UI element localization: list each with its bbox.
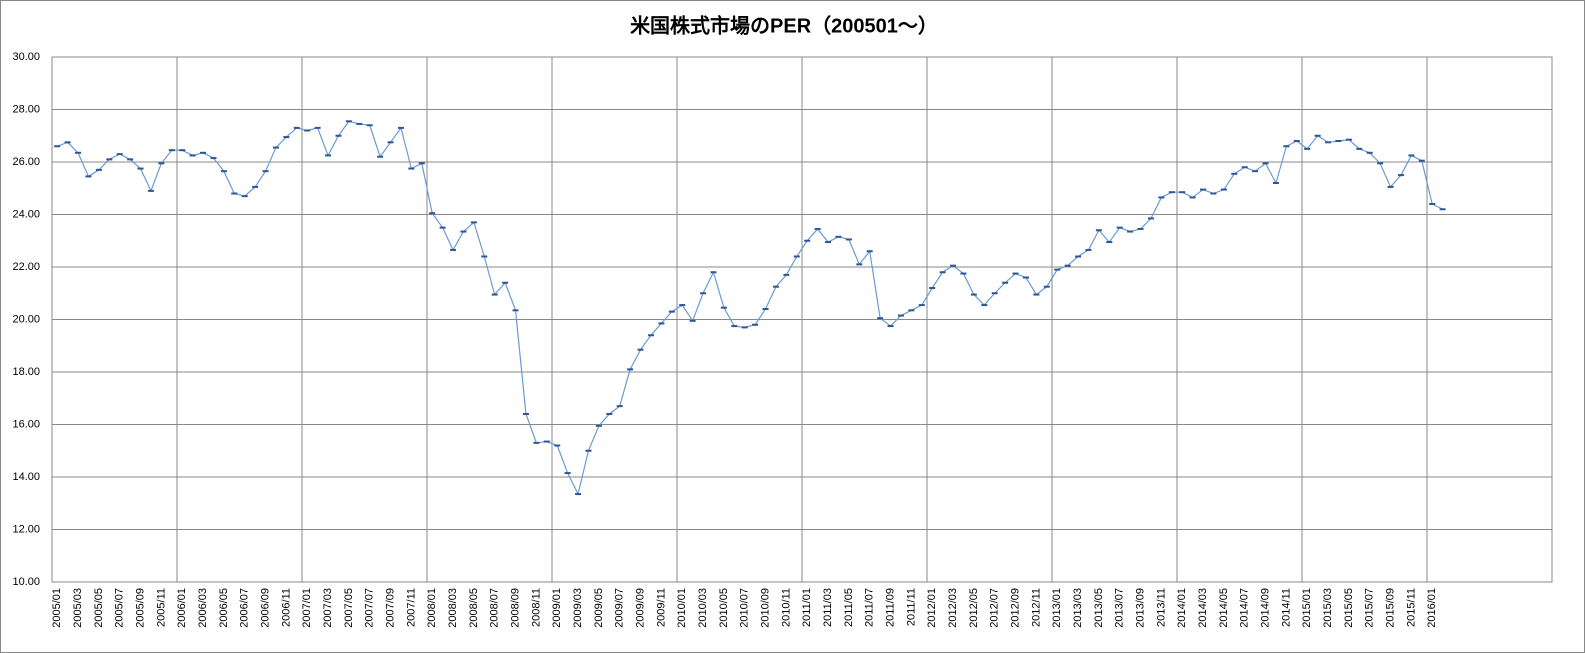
x-tick-label: 2013/11 (1155, 588, 1167, 627)
y-tick-label: 22.00 (12, 261, 40, 273)
y-tick-label: 16.00 (12, 418, 40, 430)
x-tick-label: 2006/03 (197, 588, 209, 628)
x-tick-label: 2015/01 (1301, 588, 1313, 628)
x-tick-label: 2008/03 (447, 588, 459, 628)
x-tick-label: 2007/03 (322, 588, 334, 628)
x-tick-label: 2015/07 (1364, 588, 1376, 628)
x-tick-label: 2006/11 (280, 588, 292, 627)
x-tick-label: 2010/03 (697, 588, 709, 628)
x-tick-label: 2014/01 (1176, 588, 1188, 628)
x-tick-label: 2014/07 (1239, 588, 1251, 628)
x-tick-label: 2008/01 (426, 588, 438, 628)
y-tick-label: 14.00 (12, 471, 40, 483)
x-tick-label: 2008/11 (530, 588, 542, 627)
y-tick-label: 10.00 (12, 576, 40, 588)
x-tick-label: 2009/01 (551, 588, 563, 628)
x-tick-label: 2010/07 (739, 588, 751, 628)
x-tick-label: 2016/01 (1426, 588, 1438, 628)
x-tick-label: 2011/07 (864, 588, 876, 627)
y-tick-label: 26.00 (12, 156, 40, 168)
x-tick-label: 2007/07 (364, 588, 376, 628)
x-tick-label: 2012/01 (926, 588, 938, 628)
x-tick-label: 2007/09 (384, 588, 396, 628)
x-tick-label: 2012/11 (1030, 588, 1042, 627)
x-tick-label: 2014/03 (1197, 588, 1209, 628)
x-tick-label: 2010/05 (718, 588, 730, 628)
x-tick-label: 2015/09 (1384, 588, 1396, 628)
y-tick-label: 18.00 (12, 366, 40, 378)
x-tick-label: 2012/09 (1009, 588, 1021, 628)
y-tick-label: 24.00 (12, 208, 40, 220)
x-tick-label: 2014/11 (1280, 588, 1292, 627)
x-tick-label: 2006/01 (176, 588, 188, 628)
x-tick-label: 2013/03 (1072, 588, 1084, 628)
x-tick-label: 2010/01 (676, 588, 688, 628)
y-tick-label: 30.00 (12, 51, 40, 63)
x-tick-label: 2013/07 (1114, 588, 1126, 628)
x-tick-label: 2007/11 (405, 588, 417, 627)
x-tick-label: 2011/01 (801, 588, 813, 627)
x-tick-label: 2012/07 (989, 588, 1001, 628)
x-tick-label: 2008/09 (509, 588, 521, 628)
y-tick-label: 12.00 (12, 523, 40, 535)
x-tick-label: 2013/05 (1093, 588, 1105, 628)
x-tick-label: 2005/09 (134, 588, 146, 628)
x-tick-label: 2011/05 (843, 588, 855, 627)
x-tick-label: 2005/05 (93, 588, 105, 628)
x-tick-label: 2007/01 (301, 588, 313, 628)
x-tick-label: 2014/09 (1259, 588, 1271, 628)
x-tick-label: 2010/09 (759, 588, 771, 628)
x-tick-label: 2012/03 (947, 588, 959, 628)
y-tick-label: 28.00 (12, 103, 40, 115)
x-tick-label: 2015/11 (1405, 588, 1417, 627)
x-tick-label: 2014/05 (1218, 588, 1230, 628)
x-tick-label: 2007/05 (343, 588, 355, 628)
x-tick-label: 2009/03 (572, 588, 584, 628)
x-tick-label: 2006/05 (218, 588, 230, 628)
x-tick-label: 2005/07 (114, 588, 126, 628)
x-tick-label: 2013/01 (1051, 588, 1063, 628)
chart-title: 米国株式市場のPER（200501～） (630, 13, 938, 37)
x-tick-label: 2009/07 (614, 588, 626, 628)
x-tick-label: 2011/03 (822, 588, 834, 627)
x-tick-label: 2009/05 (593, 588, 605, 628)
x-tick-label: 2015/05 (1343, 588, 1355, 628)
x-tick-label: 2005/01 (51, 588, 63, 628)
x-tick-label: 2012/05 (968, 588, 980, 628)
x-tick-label: 2009/09 (634, 588, 646, 628)
x-tick-label: 2013/09 (1134, 588, 1146, 628)
x-tick-label: 2010/11 (780, 588, 792, 627)
x-tick-label: 2011/11 (905, 588, 917, 626)
x-tick-label: 2005/11 (155, 588, 167, 627)
x-tick-label: 2009/11 (655, 588, 667, 627)
x-tick-label: 2015/03 (1322, 588, 1334, 628)
x-tick-label: 2011/09 (884, 588, 896, 627)
x-tick-label: 2006/07 (239, 588, 251, 628)
x-tick-label: 2005/03 (72, 588, 84, 628)
y-tick-label: 20.00 (12, 313, 40, 325)
x-tick-label: 2006/09 (259, 588, 271, 628)
x-tick-label: 2008/07 (489, 588, 501, 628)
x-tick-label: 2008/05 (468, 588, 480, 628)
